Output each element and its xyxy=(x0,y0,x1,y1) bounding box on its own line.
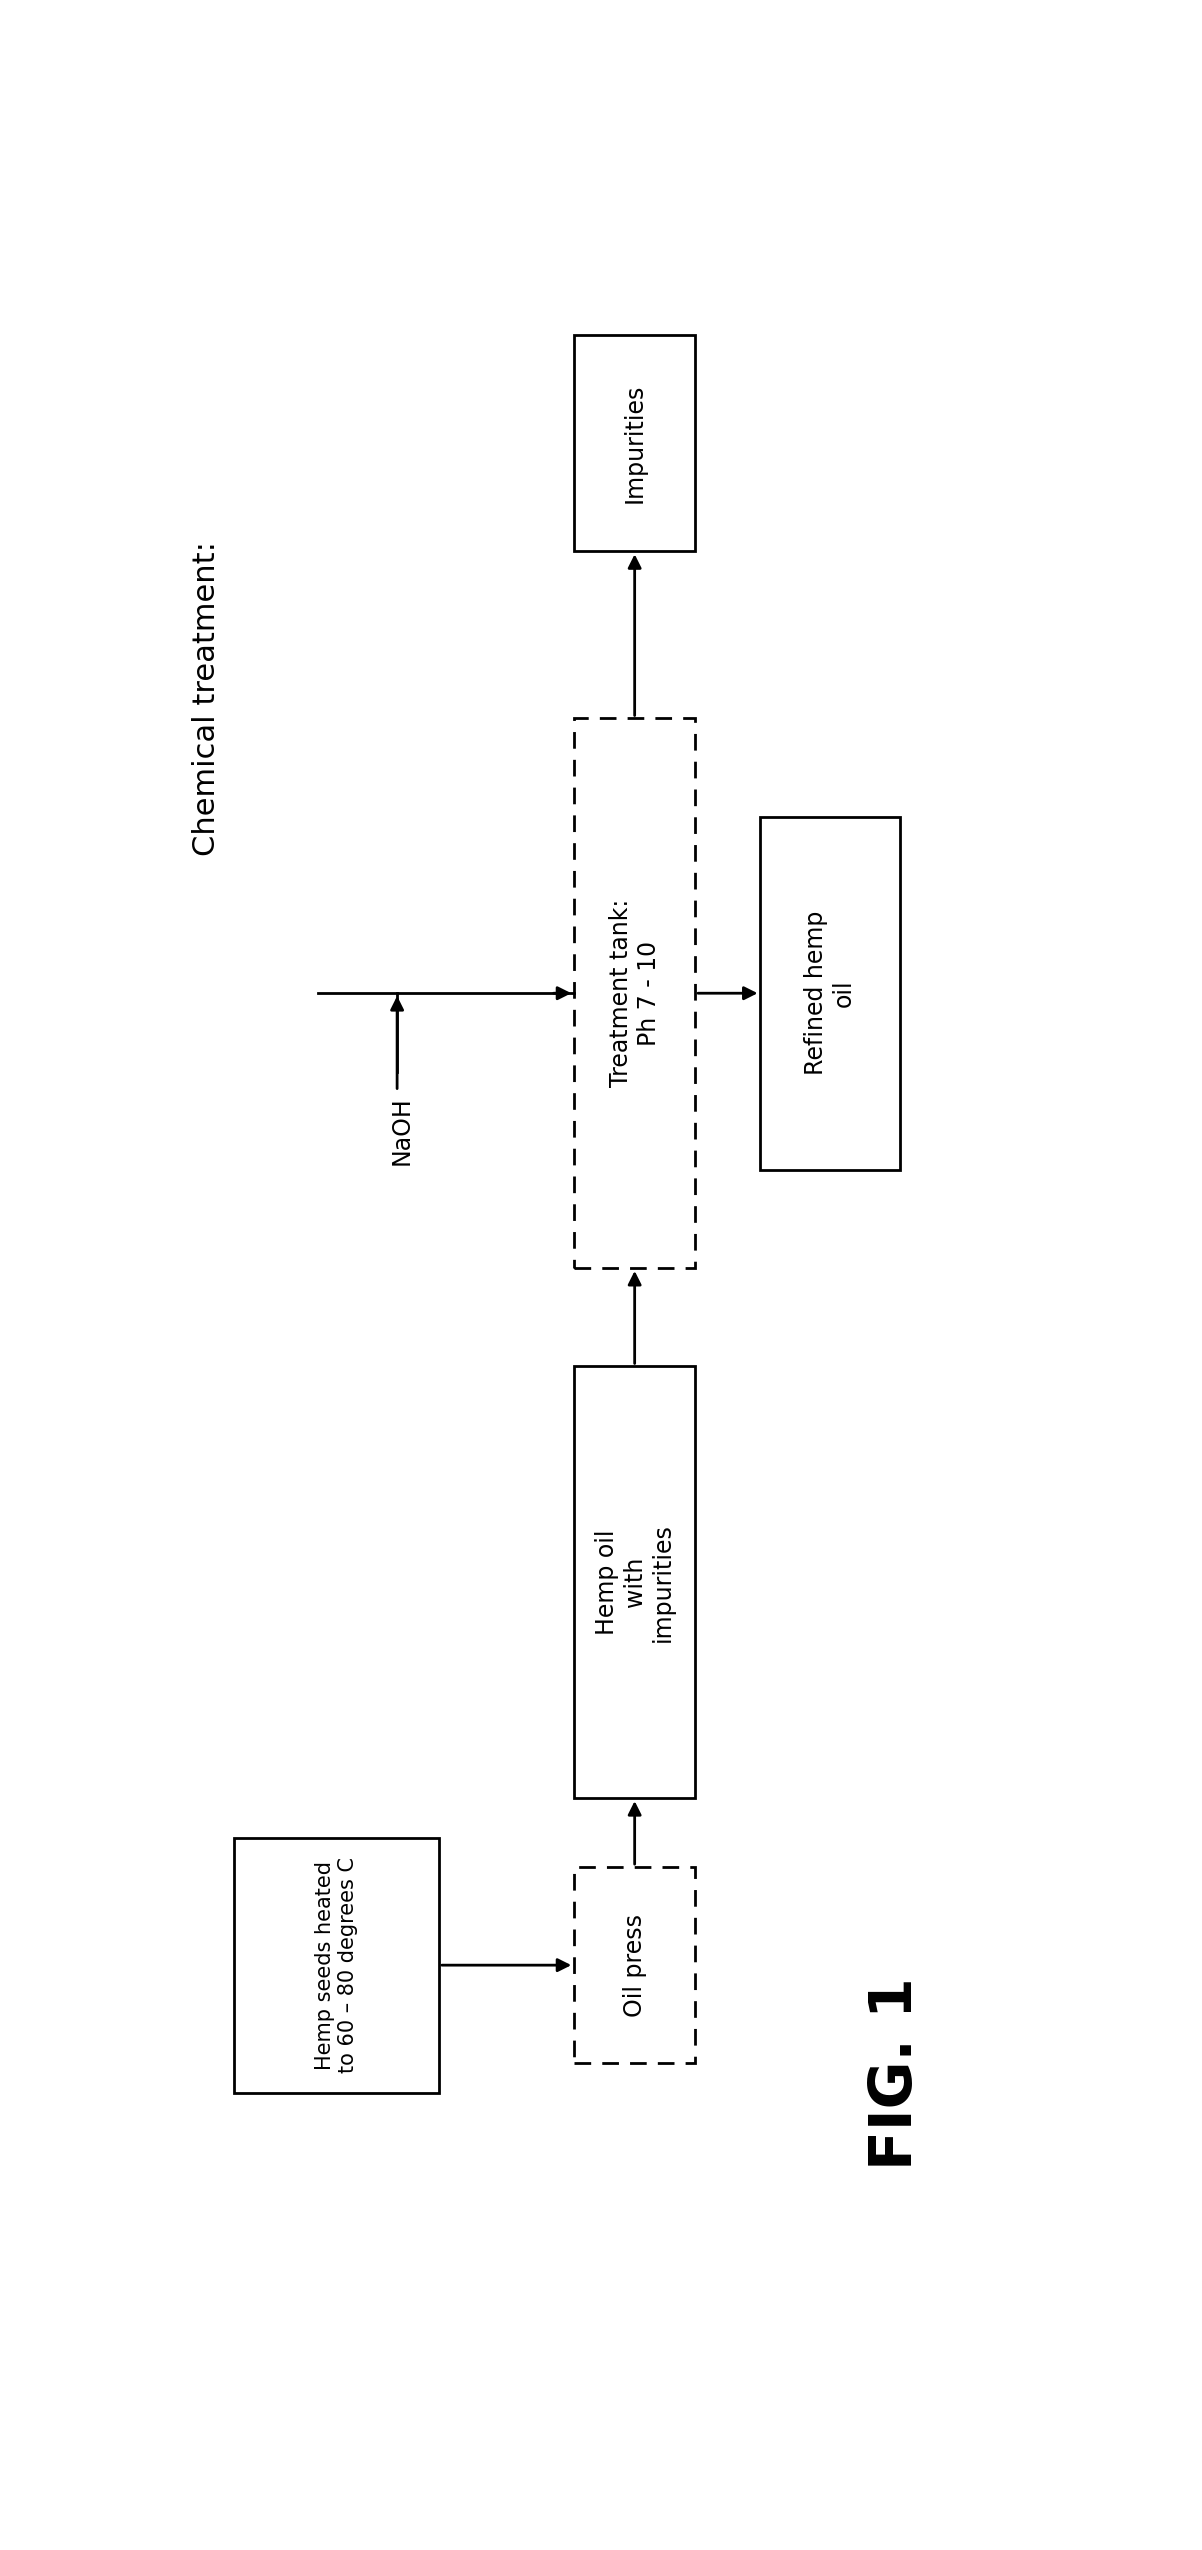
FancyBboxPatch shape xyxy=(575,1367,695,1798)
FancyBboxPatch shape xyxy=(575,1867,695,2063)
Text: Impurities: Impurities xyxy=(623,382,647,502)
Text: Oil press: Oil press xyxy=(623,1912,647,2017)
FancyBboxPatch shape xyxy=(575,337,695,551)
Text: Treatment tank:
Ph 7 - 10: Treatment tank: Ph 7 - 10 xyxy=(608,900,661,1086)
Text: Hemp seeds heated
to 60 – 80 degrees C: Hemp seeds heated to 60 – 80 degrees C xyxy=(315,1856,358,2073)
Text: NaOH: NaOH xyxy=(389,1096,413,1165)
FancyBboxPatch shape xyxy=(761,816,900,1170)
Text: Hemp oil
with
impurities: Hemp oil with impurities xyxy=(595,1522,674,1642)
Text: FIG. 1: FIG. 1 xyxy=(867,1976,924,2170)
FancyBboxPatch shape xyxy=(575,719,695,1267)
Text: Chemical treatment:: Chemical treatment: xyxy=(191,541,221,857)
Text: Refined hemp
oil: Refined hemp oil xyxy=(804,910,856,1076)
FancyBboxPatch shape xyxy=(234,1839,439,2094)
